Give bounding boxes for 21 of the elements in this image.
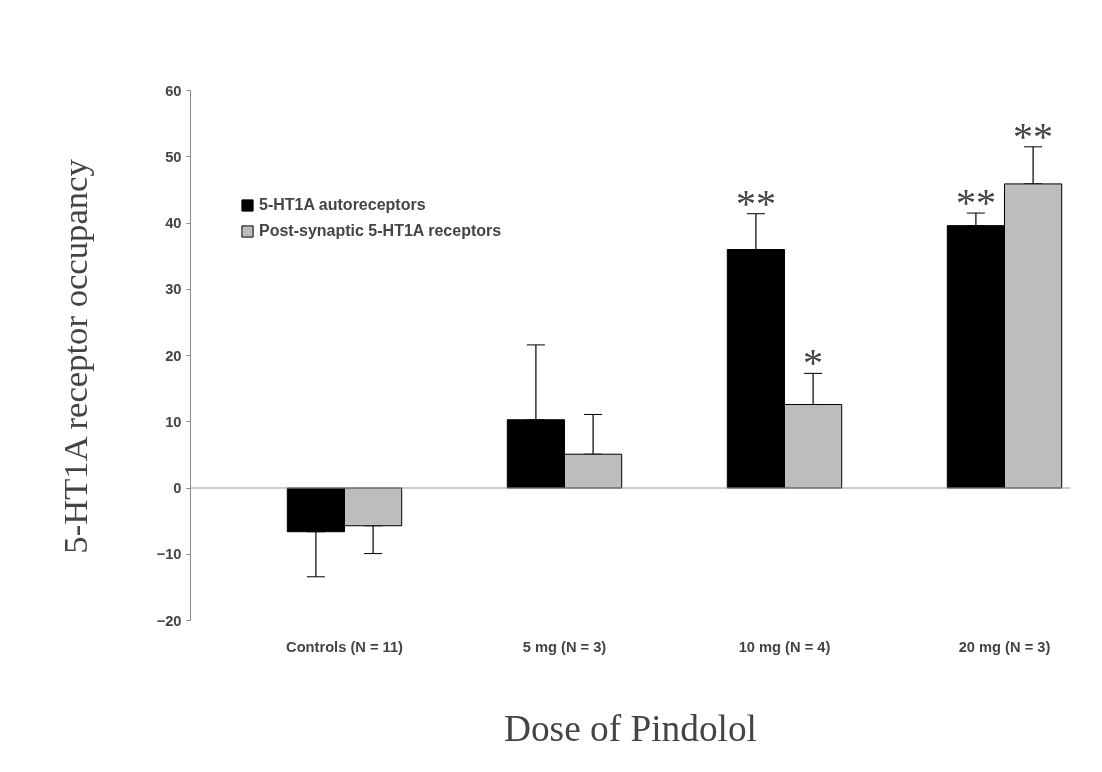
x-tick-label: Controls (N = 11) (286, 638, 404, 655)
y-tick-label: −10 (156, 546, 182, 563)
y-tick-label: 0 (173, 480, 182, 496)
y-axis-title: 5-HT1A receptor occupancy (55, 158, 94, 554)
y-tick-label: 20 (165, 347, 182, 364)
y-tick-label: 60 (165, 82, 182, 99)
y-tick-label: 30 (165, 281, 182, 298)
x-axis-title: Dose of Pindolol (504, 707, 758, 749)
annotation: ** (955, 180, 996, 226)
annotation: ** (1013, 113, 1054, 159)
annotation: ** (735, 180, 776, 226)
x-tick-label: 5 mg (N = 3) (522, 638, 607, 655)
y-tick-label: 50 (165, 148, 182, 165)
legend-label: Post-synaptic 5-HT1A receptors (259, 222, 502, 240)
x-tick-label: 20 mg (N = 3) (958, 638, 1051, 655)
legend-label: 5-HT1A autoreceptors (259, 196, 426, 214)
annotation: * (803, 340, 824, 386)
y-tick-label: 10 (165, 413, 182, 430)
x-tick-label: 10 mg (N = 4) (738, 638, 831, 655)
y-tick-label: 40 (165, 215, 182, 231)
y-tick-label: −20 (156, 612, 182, 629)
